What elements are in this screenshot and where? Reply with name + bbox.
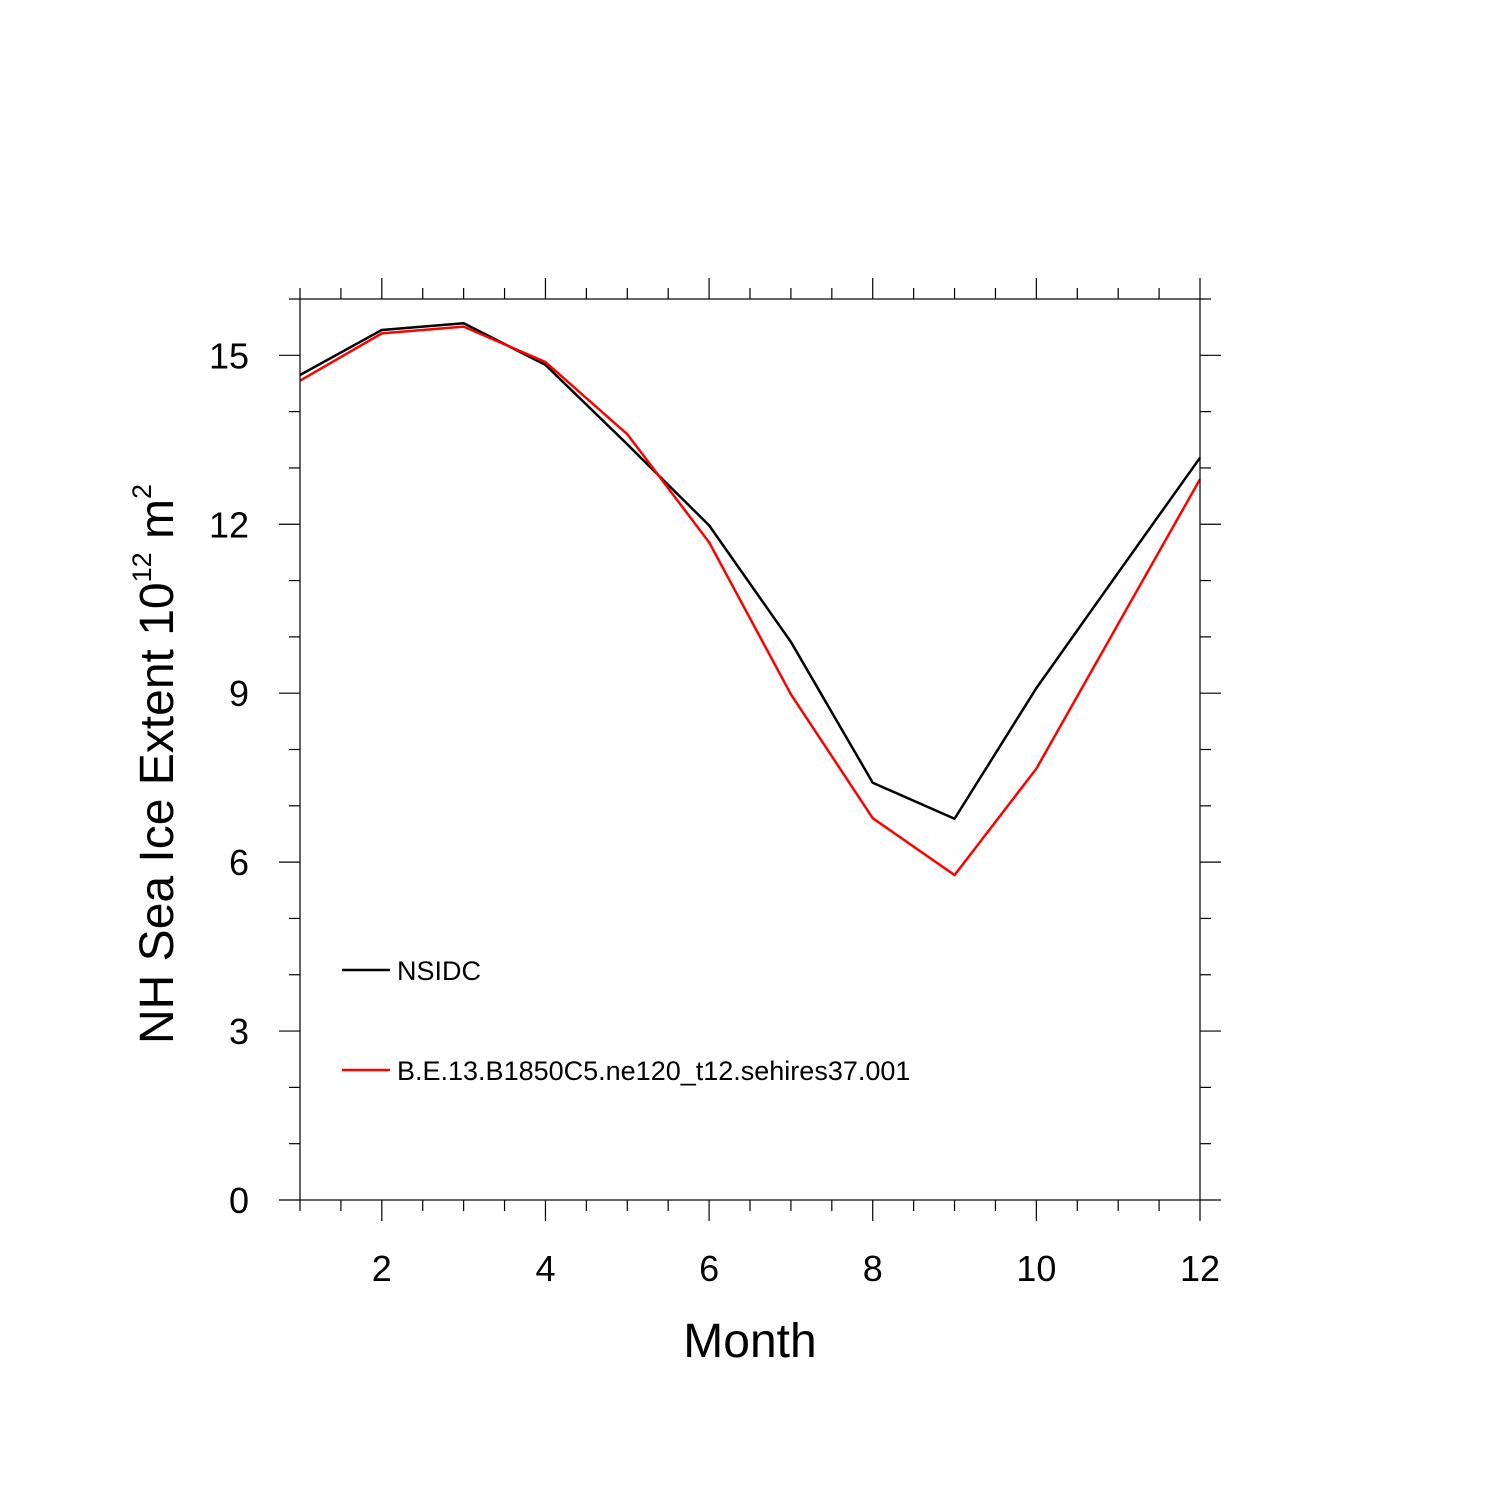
series-line-nsidc: [299, 321, 1202, 821]
y-tick-label: 12: [209, 504, 249, 545]
x-axis-title: Month: [683, 1315, 816, 1368]
x-tick-label: 10: [1016, 1248, 1056, 1289]
y-tick-label: 0: [229, 1180, 249, 1221]
y-tick-label: 3: [229, 1011, 249, 1052]
tick-labels: 2 4 6 8 10 12 0 3 6 9 12 15: [209, 335, 1220, 1289]
y-tick-label: 6: [229, 842, 249, 883]
legend-label-nsidc: NSIDC: [397, 956, 481, 986]
legend-label-model: B.E.13.B1850C5.ne120_t12.sehires37.001: [397, 1056, 910, 1086]
x-tick-label: 2: [372, 1248, 392, 1289]
x-tick-label: 4: [535, 1248, 555, 1289]
axis-ticks: [279, 278, 1221, 1221]
y-axis-title: NH Sea Ice Extent 1012 m2: [127, 484, 184, 1044]
y-tick-label: 9: [229, 673, 249, 714]
legend: NSIDC B.E.13.B1850C5.ne120_t12.sehires37…: [342, 956, 910, 1086]
x-tick-label: 6: [699, 1248, 719, 1289]
series-lines: [299, 321, 1202, 877]
plot-frame: [299, 298, 1201, 1201]
series-line-model: [299, 325, 1202, 877]
x-tick-label: 8: [863, 1248, 883, 1289]
x-tick-label: 12: [1180, 1248, 1220, 1289]
y-tick-label: 15: [209, 335, 249, 376]
